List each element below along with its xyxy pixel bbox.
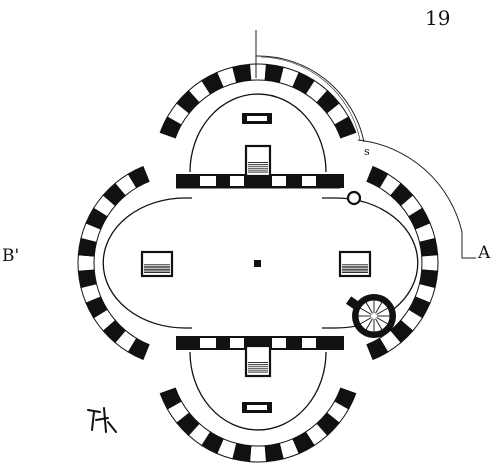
stair-right [338,250,372,278]
wall-block [366,337,389,361]
wall-block [248,445,268,463]
wall-left-lobe [77,165,150,361]
spiral-step [359,307,372,315]
page-number: 19 [425,6,451,30]
stair-bottom [244,344,272,378]
section-line [255,30,476,259]
wall-block [77,269,98,289]
spiral-step [376,307,389,315]
bottom-niche [242,402,272,413]
wall-block [248,63,268,81]
well-circle [346,190,362,206]
spiral-step [359,317,372,325]
stair-label: s [364,145,370,158]
spiral-stair [345,294,396,338]
wall-right-lobe [366,165,439,361]
wall-block [77,254,95,272]
wall-block [159,387,182,410]
section-label-b: B' [2,246,20,266]
spiral-step [365,301,373,314]
outer-wall [77,63,439,463]
stair-left [140,250,174,278]
wall-bottom-lobe [159,387,357,463]
cross-wall-top [176,174,344,188]
center-mark [254,260,261,267]
wall-block [334,116,357,139]
wall-block [127,165,150,189]
spiral-step [376,317,389,325]
wall-block [421,254,439,272]
wall-top-lobe [159,63,357,139]
wall-block [264,442,284,463]
spiral-step [365,318,373,331]
stair-top [244,144,272,178]
section-label-a: A [478,243,491,263]
stair-blocks [140,144,372,378]
cross-wall-bottom [176,336,344,350]
spiral-step [375,301,383,314]
signature-initials [87,407,117,433]
top-niche [242,113,272,124]
wall-block [232,63,252,84]
spiral-step [375,318,383,331]
wall-block [418,237,439,257]
